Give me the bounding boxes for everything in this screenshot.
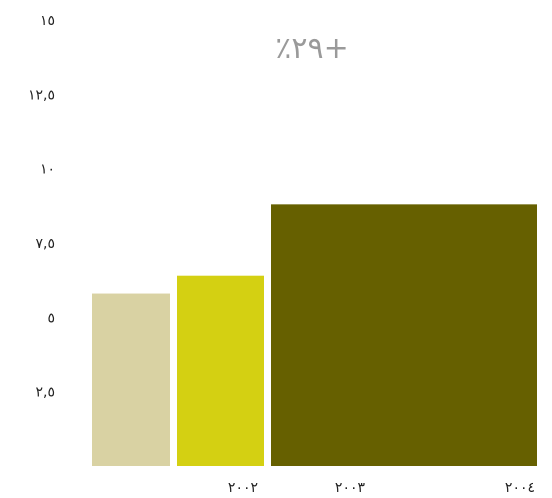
x-axis-categories: ٢٠٠٢ ٢٠٠٣ ٢٠٠٤ (228, 480, 535, 496)
x-category-label: ٢٠٠٢ (228, 480, 258, 496)
x-category-label: ٢٠٠٤ (505, 480, 535, 496)
y-tick-label: ٥ (47, 310, 55, 326)
x-category-label: ٢٠٠٣ (335, 480, 366, 496)
y-tick-label: ٧,٥ (36, 236, 56, 252)
y-axis-ticks: ٢,٥ ٥ ٧,٥ ١٠ ١٢,٥ ١٥ (28, 13, 56, 401)
y-tick-label: ١٠ (40, 162, 55, 178)
growth-annotation: ٪٢٩+ (275, 31, 349, 66)
y-tick-label: ١٥ (40, 13, 55, 29)
y-tick-label: ٢,٥ (36, 385, 56, 401)
y-tick-label: ١٢,٥ (28, 87, 55, 103)
bar-3 (271, 204, 537, 466)
bars-group (92, 197, 537, 466)
